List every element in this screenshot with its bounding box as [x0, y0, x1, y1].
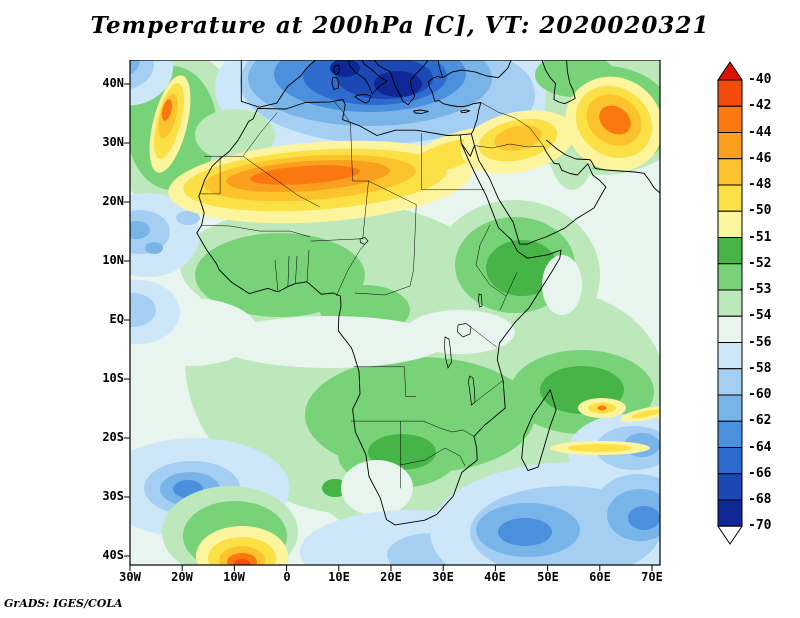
colorbar-cell — [717, 473, 743, 501]
lat-tick-label: 10S — [102, 371, 124, 385]
colorbar-cell — [717, 394, 743, 422]
colorbar-cell — [717, 315, 743, 343]
lon-tick-label: 60E — [589, 570, 611, 584]
lat-tick-label: 40S — [102, 548, 124, 562]
colorbar-label: -42 — [748, 98, 772, 113]
temperature-field — [130, 60, 660, 565]
colorbar-cell — [717, 79, 743, 107]
colorbar-cell — [717, 210, 743, 238]
colorbar-label: -62 — [748, 413, 772, 428]
lat-tick-label: 20S — [102, 430, 124, 444]
lon-tick-label: 0 — [283, 570, 291, 584]
lon-tick-label: 30W — [119, 570, 141, 584]
lat-tick-label: EQ — [109, 312, 124, 326]
colorbar-cell — [717, 132, 743, 160]
colorbar-label: -68 — [748, 492, 772, 507]
colorbar-label: -58 — [748, 361, 772, 376]
colorbar-label: -53 — [748, 282, 772, 297]
colorbar-cell — [717, 237, 743, 265]
lat-tick-label: 10N — [102, 253, 124, 267]
colorbar-label: -52 — [748, 256, 772, 271]
lon-tick-label: 10E — [328, 570, 350, 584]
country-borders — [198, 101, 544, 489]
colorbar-label: -70 — [748, 518, 772, 533]
colorbar-label: -54 — [748, 308, 772, 323]
lon-tick-label: 20E — [380, 570, 402, 584]
lon-tick-label: 10W — [223, 570, 245, 584]
colorbar-label: -60 — [748, 387, 772, 402]
colorbar-cell — [717, 263, 743, 291]
colorbar-cell — [717, 184, 743, 212]
colorbar-cell — [717, 368, 743, 396]
lat-tick-label: 40N — [102, 76, 124, 90]
lon-tick-label: 50E — [537, 570, 559, 584]
colorbar-label: -48 — [748, 177, 772, 192]
map-frame — [129, 60, 661, 566]
colorbar-cell — [717, 289, 743, 317]
colorbar-arrow-down — [717, 525, 743, 545]
colorbar-cell — [717, 342, 743, 370]
colorbar-label: -64 — [748, 440, 772, 455]
temperature-map — [124, 60, 661, 571]
colorbar-label: -51 — [748, 230, 772, 245]
lat-tick-label: 30N — [102, 135, 124, 149]
colorbar-label: -46 — [748, 151, 772, 166]
colorbar — [717, 61, 743, 545]
lon-tick-label: 30E — [432, 570, 454, 584]
lat-tick-label: 30S — [102, 489, 124, 503]
lakes — [359, 237, 483, 406]
colorbar-label: -50 — [748, 203, 772, 218]
colorbar-arrow-up — [717, 61, 743, 81]
lat-tick-label: 20N — [102, 194, 124, 208]
lon-tick-label: 20W — [171, 570, 193, 584]
axis-ticks — [124, 83, 653, 571]
colorbar-cell — [717, 105, 743, 133]
colorbar-label: -56 — [748, 335, 772, 350]
lon-tick-label: 70E — [641, 570, 663, 584]
colorbar-label: -66 — [748, 466, 772, 481]
colorbar-cell — [717, 158, 743, 186]
plot-title: Temperature at 200hPa [C], VT: 202002032… — [90, 12, 710, 39]
colorbar-label: -44 — [748, 125, 772, 140]
colorbar-label: -40 — [748, 72, 772, 87]
attribution: GrADS: IGES/COLA — [4, 597, 123, 610]
coastlines — [196, 60, 660, 526]
lon-tick-label: 40E — [484, 570, 506, 584]
colorbar-cell — [717, 420, 743, 448]
colorbar-cell — [717, 499, 743, 527]
colorbar-cell — [717, 447, 743, 475]
